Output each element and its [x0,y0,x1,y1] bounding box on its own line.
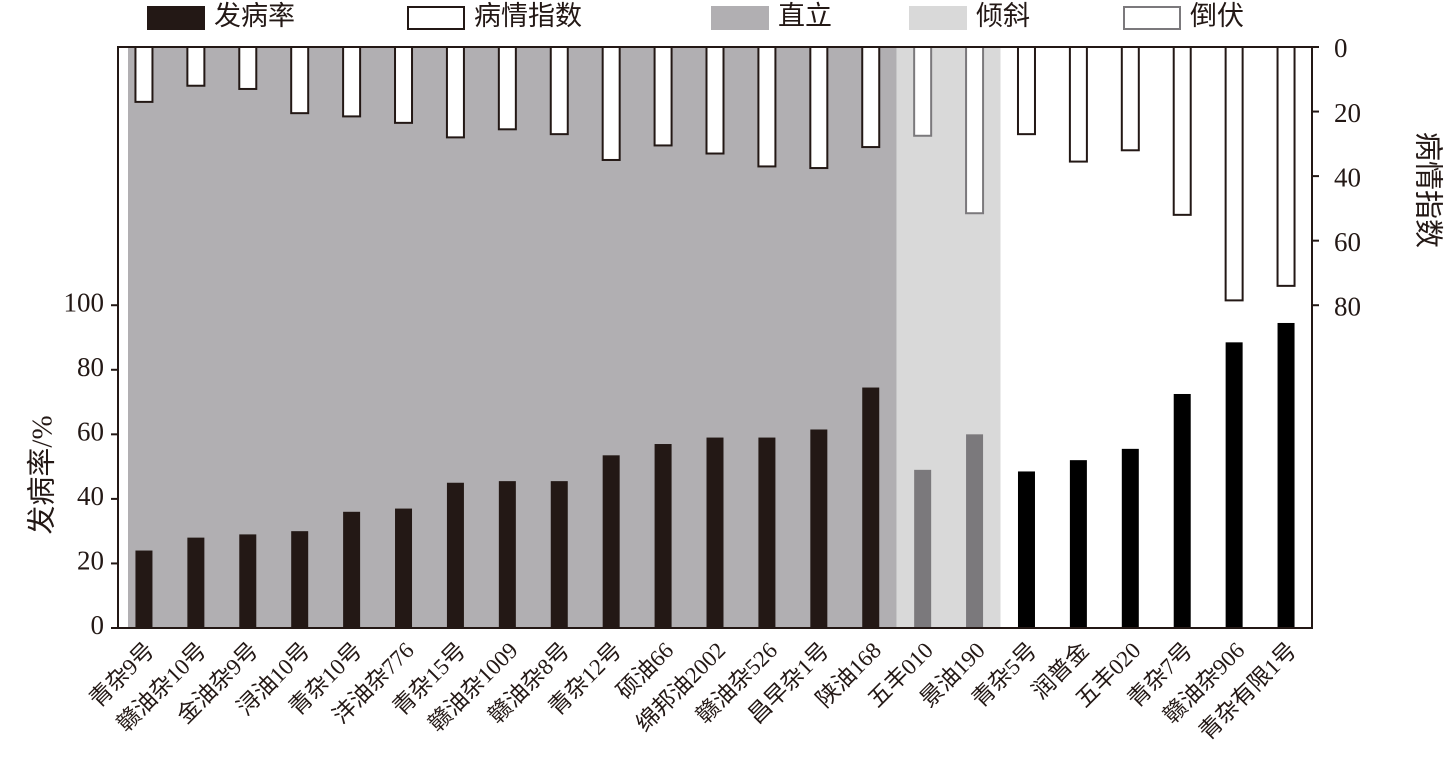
legend-label: 病情指数 [474,1,582,31]
legend-label: 倒伏 [1190,1,1244,31]
y-axis-title: 发病率/% [26,415,59,534]
index-bar [290,46,310,115]
legend-label: 倾斜 [976,1,1030,31]
incidence-bar [135,550,153,628]
index-bar [342,46,362,118]
index-bar [1224,46,1244,302]
incidence-bar [706,437,724,628]
incidence-bar [914,469,932,628]
index-bar [1276,46,1296,287]
incidence-bar [1173,393,1191,628]
incidence-bar [810,429,828,628]
y2-tick-label: 20 [1334,98,1361,128]
y-tick-label: 80 [77,352,104,382]
index-bar [134,46,154,103]
index-bar [601,46,621,161]
incidence-bar [602,455,620,628]
y-tick-label: 100 [64,287,105,317]
y2-tick-label: 80 [1334,291,1361,321]
index-bar [757,46,777,168]
index-bar [497,46,517,131]
incidence-bar [187,537,205,628]
incidence-bar [1225,342,1243,628]
index-bar [653,46,673,147]
y-tick-label: 0 [91,610,105,640]
index-bar [913,46,933,137]
y-tick-label: 40 [77,481,104,511]
index-bar [1172,46,1192,216]
y2-tick-label: 40 [1334,162,1361,192]
incidence-bar [395,508,413,628]
incidence-bar [1017,471,1035,628]
legend-label: 直立 [778,1,832,31]
incidence-bar [291,531,309,628]
incidence-bar [1121,448,1139,628]
legend-label: 发病率 [214,1,295,31]
index-bar [965,46,985,215]
y2-axis-title: 病情指数 [1411,132,1444,248]
legend-swatch [407,6,465,30]
incidence-bar [239,534,257,628]
index-bar [1068,46,1088,163]
incidence-bar [862,387,880,628]
incidence-bar [654,444,672,628]
index-bar [809,46,829,170]
incidence-bar [966,434,984,628]
index-bar [1120,46,1140,152]
y-tick-label: 20 [77,546,104,576]
incidence-bar [498,481,516,628]
index-bar [705,46,725,155]
index-bar [549,46,569,136]
incidence-bar [1069,460,1087,628]
legend-swatch [147,6,205,30]
index-bar [1016,46,1036,136]
legend-swatch [909,6,967,30]
region-background [896,47,1001,628]
incidence-bar [343,511,361,628]
incidence-bar [550,481,568,628]
index-bar [238,46,258,90]
y2-tick-label: 60 [1334,227,1361,257]
incidence-bar [758,437,776,628]
legend-swatch [1123,6,1181,30]
legend-swatch [711,6,769,30]
incidence-bar [1277,322,1295,628]
index-bar [445,46,465,139]
y2-tick-label: 0 [1334,33,1348,63]
index-bar [186,46,206,87]
incidence-bar [446,482,464,628]
region-background [1000,47,1312,628]
index-bar [861,46,881,149]
index-bar [394,46,414,124]
plot-frame [117,46,1313,629]
y-tick-label: 60 [77,417,104,447]
